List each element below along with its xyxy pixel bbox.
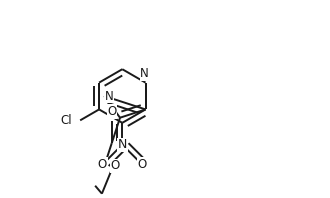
Text: N: N <box>140 67 149 80</box>
Text: O: O <box>138 158 147 171</box>
Text: N: N <box>117 138 127 151</box>
Text: Cl: Cl <box>61 114 72 127</box>
Text: O: O <box>110 159 119 172</box>
Text: O: O <box>98 158 107 171</box>
Text: N: N <box>105 89 114 103</box>
Text: O: O <box>107 105 116 118</box>
